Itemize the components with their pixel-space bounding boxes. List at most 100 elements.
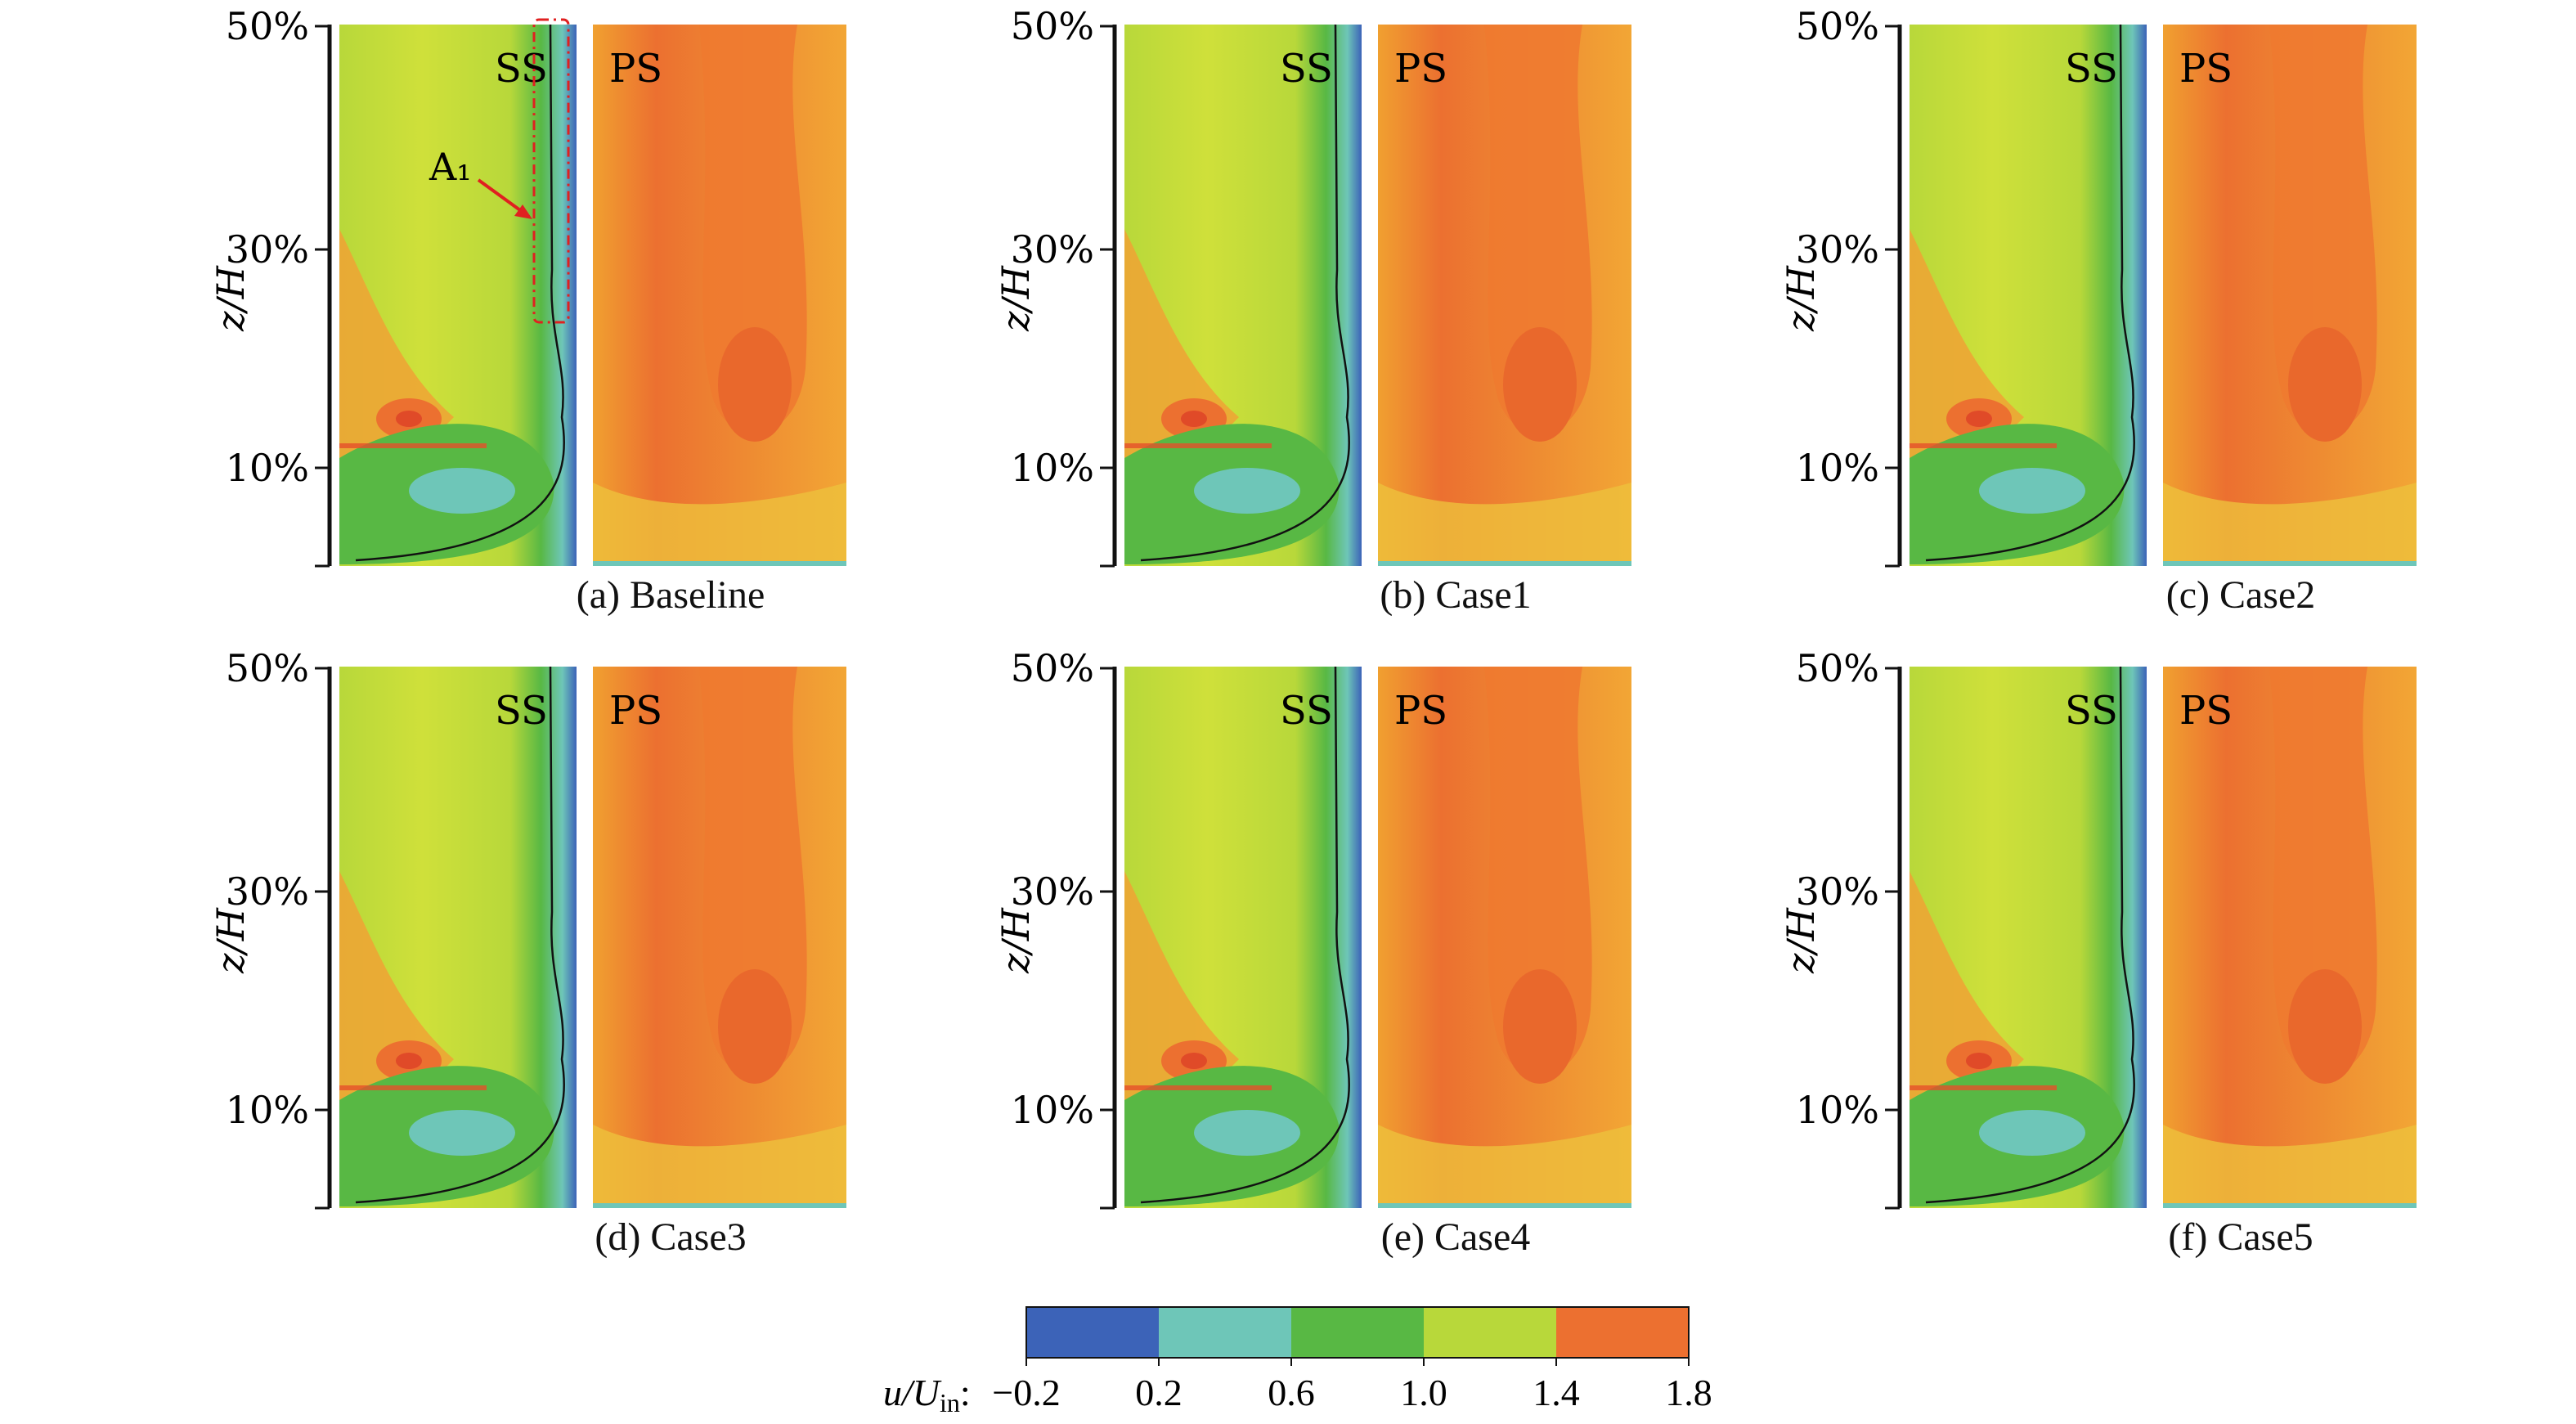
- ss-label: SS: [2065, 46, 2118, 92]
- panel-a: 50% 30% 10% z/H SS PS A₁ (a) Baseline: [204, 4, 1006, 654]
- ps-low-zone: [593, 1125, 846, 1208]
- y-tick-label: 10%: [1796, 446, 1879, 490]
- colorbar-label: u/Uin:: [883, 1372, 971, 1415]
- ps-wall-layer: [2163, 561, 2417, 566]
- y-tick-label: 50%: [1011, 646, 1094, 690]
- ss-low-speed-core: [1194, 1110, 1300, 1156]
- colorbar-swatch: [1556, 1307, 1689, 1358]
- panel-caption: (c) Case2: [2165, 573, 2316, 617]
- panel-plot: 50% 30% 10% z/H SS PS: [994, 4, 1631, 568]
- ps-hotspot: [1503, 969, 1577, 1084]
- y-tick-label: 10%: [1796, 1088, 1879, 1132]
- ss-low-speed-core: [1194, 468, 1300, 514]
- y-axis-label: z/H: [994, 265, 1038, 332]
- ss-label: SS: [495, 46, 548, 92]
- y-tick-label: 50%: [1796, 4, 1879, 48]
- panel-caption: (e) Case4: [1380, 1215, 1531, 1259]
- ps-wall-layer: [593, 1203, 846, 1208]
- ss-contour-line: [1925, 666, 2135, 1204]
- y-tick-label: 30%: [1796, 869, 1879, 914]
- panel-f: 50% 30% 10% z/H SS PS (f) Case5: [1775, 646, 2576, 1296]
- colorbar-svg: u/Uin: −0.2 0.2 0.6 1.0 1.4 1.8: [883, 1306, 1712, 1417]
- ps-hotspot: [718, 327, 792, 442]
- panel-e: 50% 30% 10% z/H SS PS (e) Case4: [990, 646, 1791, 1296]
- ps-high-speed-plume: [1484, 667, 1592, 1076]
- ss-label: SS: [1280, 46, 1333, 92]
- ss-shear-stripe: [1124, 1085, 1272, 1090]
- panel-caption: (a) Baseline: [576, 573, 765, 617]
- y-tick-label: 30%: [1011, 869, 1094, 914]
- y-tick-label: 30%: [1796, 227, 1879, 272]
- panel-plot: 50% 30% 10% z/H SS PS A₁: [209, 4, 846, 568]
- annotation-box: [532, 18, 570, 324]
- ss-contour-line: [1140, 24, 1350, 562]
- ps-low-zone: [2163, 483, 2417, 566]
- colorbar-tick-label: 1.8: [1665, 1372, 1712, 1413]
- ps-high-speed-plume: [699, 25, 807, 433]
- ss-label: SS: [2065, 688, 2118, 734]
- y-axis-label: z/H: [209, 265, 253, 332]
- annotation-label: A₁: [429, 145, 472, 189]
- colorbar-swatch: [1291, 1307, 1424, 1358]
- ps-label: PS: [609, 46, 662, 92]
- panel-plot: 50% 30% 10% z/H SS PS: [994, 646, 1631, 1210]
- colorbar-tick-label: 1.0: [1400, 1372, 1447, 1413]
- ss-shear-stripe: [1910, 1085, 2057, 1090]
- colorbar-tick-label: 0.2: [1135, 1372, 1183, 1413]
- ps-low-zone: [2163, 1125, 2417, 1208]
- ss-low-speed-core: [409, 1110, 515, 1156]
- ps-label: PS: [1394, 46, 1447, 92]
- ss-low-speed-core: [1979, 1110, 2085, 1156]
- ps-wall-layer: [2163, 1203, 2417, 1208]
- panel-plot: 50% 30% 10% z/H SS PS: [209, 646, 846, 1210]
- ps-low-zone: [1378, 1125, 1631, 1208]
- y-tick-label: 30%: [226, 869, 309, 914]
- y-tick-label: 10%: [1011, 1088, 1094, 1132]
- ps-high-speed-plume: [2269, 667, 2377, 1076]
- ss-shear-stripe: [339, 443, 487, 448]
- y-axis-label: z/H: [994, 907, 1038, 974]
- colorbar-swatch: [1159, 1307, 1291, 1358]
- ps-wall-layer: [1378, 561, 1631, 566]
- ss-hotspot-core: [396, 1053, 422, 1069]
- ss-low-speed-core: [1979, 468, 2085, 514]
- ss-hotspot-core: [1966, 411, 1992, 427]
- ss-hotspot-core: [1181, 1053, 1207, 1069]
- ps-wall-layer: [593, 561, 846, 566]
- ps-label: PS: [2179, 46, 2233, 92]
- ps-low-zone: [593, 483, 846, 566]
- ss-hotspot-core: [1181, 411, 1207, 427]
- annotation-arrowhead: [514, 204, 532, 219]
- ps-high-speed-plume: [1484, 25, 1592, 433]
- panel-plot: 50% 30% 10% z/H SS PS: [1779, 4, 2417, 568]
- y-tick-label: 10%: [226, 446, 309, 490]
- colorbar-tick-label: 0.6: [1268, 1372, 1315, 1413]
- ss-shear-stripe: [1124, 443, 1272, 448]
- ps-label: PS: [609, 688, 662, 734]
- y-axis-label: z/H: [1779, 907, 1823, 974]
- y-tick-label: 50%: [1796, 646, 1879, 690]
- panel-plot: 50% 30% 10% z/H SS PS: [1779, 646, 2417, 1210]
- y-tick-label: 50%: [1011, 4, 1094, 48]
- ss-low-speed-core: [409, 468, 515, 514]
- ps-high-speed-plume: [2269, 25, 2377, 433]
- ss-hotspot-core: [1966, 1053, 1992, 1069]
- y-axis-label: z/H: [209, 907, 253, 974]
- panel-caption: (b) Case1: [1380, 573, 1532, 617]
- y-tick-label: 10%: [1011, 446, 1094, 490]
- ps-wall-layer: [1378, 1203, 1631, 1208]
- y-tick-label: 30%: [1011, 227, 1094, 272]
- ps-label: PS: [2179, 688, 2233, 734]
- ss-hotspot-core: [396, 411, 422, 427]
- colorbar-tick-label: 1.4: [1533, 1372, 1580, 1413]
- y-tick-label: 10%: [226, 1088, 309, 1132]
- y-tick-label: 50%: [226, 4, 309, 48]
- colorbar-swatch: [1026, 1307, 1159, 1358]
- colorbar-tick-label: −0.2: [992, 1372, 1060, 1413]
- panel-caption: (d) Case3: [595, 1215, 747, 1259]
- panel-b: 50% 30% 10% z/H SS PS (b) Case1: [990, 4, 1791, 654]
- ss-contour-line: [1925, 24, 2135, 562]
- ps-hotspot: [1503, 327, 1577, 442]
- ss-label: SS: [1280, 688, 1333, 734]
- ss-shear-stripe: [1910, 443, 2057, 448]
